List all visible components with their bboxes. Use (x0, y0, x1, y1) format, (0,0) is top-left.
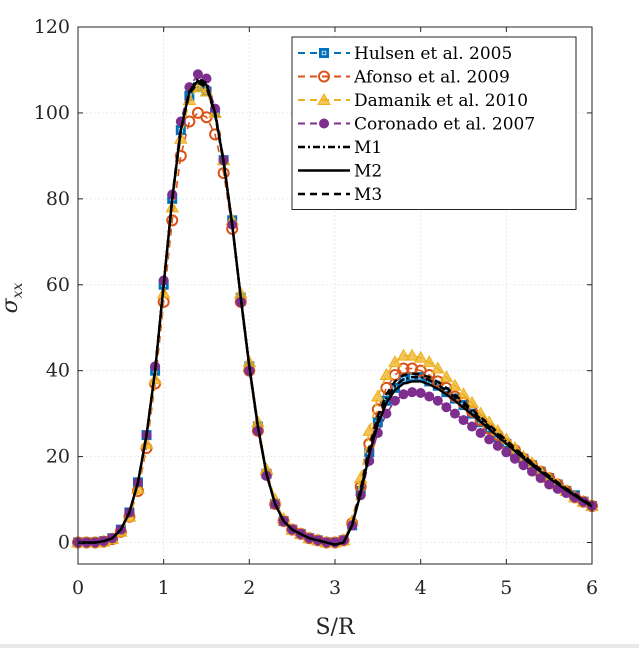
y-axis-label-subscript: xx (10, 282, 26, 298)
data-point (166, 214, 179, 227)
data-point (370, 389, 385, 402)
data-point (192, 69, 203, 80)
data-point (362, 423, 377, 436)
data-point (379, 367, 394, 380)
data-point (535, 473, 546, 484)
data-point (405, 348, 419, 361)
x-tick-label: 4 (415, 577, 427, 599)
data-point (448, 378, 462, 391)
data-point (424, 391, 435, 402)
data-point (458, 415, 469, 426)
data-point (441, 402, 452, 413)
x-tick-label: 5 (500, 577, 512, 599)
y-tick-label: 40 (46, 360, 70, 382)
series-line (78, 112, 593, 544)
y-tick-label: 0 (58, 532, 70, 554)
legend-label: Hulsen et al. 2005 (354, 44, 512, 64)
y-tick-label: 120 (34, 16, 70, 38)
x-axis-label: S/R (315, 615, 355, 640)
data-point-inner (321, 50, 327, 56)
data-point (389, 395, 400, 406)
data-point (475, 427, 486, 438)
legend-label: M3 (354, 185, 382, 205)
y-tick-label: 80 (46, 188, 70, 210)
data-point (319, 118, 329, 129)
data-point (174, 149, 187, 162)
data-point (432, 395, 443, 406)
y-tick-label: 60 (46, 274, 70, 296)
data-point (406, 362, 419, 375)
data-point (397, 362, 410, 375)
data-point (467, 421, 478, 432)
series-m3 (78, 81, 593, 546)
data-point (422, 355, 437, 368)
plot-series (71, 69, 599, 549)
legend-label: Afonso et al. 2009 (353, 68, 510, 88)
data-point (544, 479, 555, 490)
y-axis-label-group: σxx (0, 282, 26, 313)
data-point (413, 350, 428, 363)
data-point (527, 466, 538, 477)
data-point (439, 370, 454, 383)
x-tick-label: 2 (243, 577, 255, 599)
data-point (407, 387, 418, 398)
data-point (318, 70, 330, 83)
window-bottom-edge (0, 644, 639, 648)
data-point (509, 453, 520, 464)
data-point (501, 447, 512, 458)
data-point (415, 388, 426, 399)
data-point (518, 460, 529, 471)
y-axis-label: σxx (0, 282, 26, 313)
x-tick-label: 6 (586, 577, 598, 599)
y-tick-label: 20 (46, 446, 70, 468)
data-point (398, 389, 409, 400)
y-tick-label: 100 (34, 102, 70, 124)
data-point (319, 48, 329, 58)
data-point (183, 115, 196, 128)
data-point (449, 408, 460, 419)
x-tick-label: 1 (158, 577, 170, 599)
data-point (430, 361, 445, 374)
data-point (396, 348, 411, 361)
x-tick-label: 0 (72, 577, 84, 599)
legend: Hulsen et al. 2005 Afonso et al. 2009 Dama… (291, 36, 577, 210)
data-point (191, 80, 205, 93)
data-point (456, 387, 471, 400)
data-point (317, 92, 331, 105)
series-line (78, 81, 593, 546)
data-point (388, 355, 402, 368)
legend-label: Damanik et al. 2010 (354, 91, 528, 111)
legend-label: M2 (354, 162, 382, 182)
legend-label: Coronado et al. 2007 (354, 115, 535, 135)
series-coronado-et-al-2007 (73, 69, 597, 548)
data-point (484, 434, 495, 445)
data-point (492, 440, 503, 451)
data-point (465, 395, 479, 408)
x-tick-label: 3 (329, 577, 341, 599)
legend-label: M1 (354, 138, 382, 158)
